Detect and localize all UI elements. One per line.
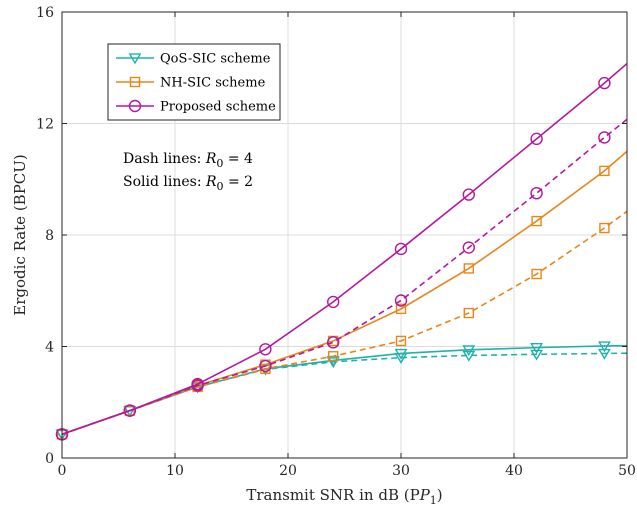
- proposed-scheme-solid-marker: [123, 404, 137, 417]
- x-axis-label-text: Transmit SNR in dB (P: [246, 486, 419, 504]
- x-tick-label: 30: [392, 463, 410, 479]
- x-tick-label: 0: [58, 463, 67, 479]
- x-axis-label-subscript: 1: [430, 494, 437, 506]
- annotation-line: Solid lines: R0 = 2: [123, 174, 253, 193]
- legend-swatch-marker: [128, 99, 142, 113]
- annotations: Dash lines: R0 = 4 Solid lines: R0 = 2: [123, 151, 253, 193]
- proposed-scheme-dash-marker: [462, 241, 475, 254]
- qos-sic-scheme-solid-marker: [530, 343, 544, 354]
- x-axis-label-close: ): [437, 486, 443, 504]
- legend-label: QoS-SIC scheme: [160, 52, 271, 67]
- nh-sic-scheme-dash-marker: [463, 307, 474, 319]
- proposed-scheme-solid-line: [61, 62, 628, 436]
- proposed-scheme-solid-marker: [394, 242, 408, 256]
- qos-sic-scheme-solid-marker: [597, 341, 611, 353]
- proposed-scheme-dash-marker: [259, 359, 272, 373]
- legend-label: Proposed scheme: [160, 100, 276, 115]
- nh-sic-scheme-dash-marker: [395, 335, 407, 347]
- nh-sic-scheme-solid-marker: [463, 263, 474, 274]
- x-tick-label: 20: [279, 463, 297, 479]
- nh-sic-scheme-dash-line: [61, 210, 628, 436]
- annotation-line: Dash lines: R0 = 4: [123, 151, 253, 170]
- qos-sic-scheme-solid-marker: [462, 345, 476, 357]
- legend-label: NH-SIC scheme: [160, 76, 266, 91]
- y-axis-label: Ergodic Rate (BPCU): [11, 154, 29, 316]
- proposed-scheme-dash-marker: [394, 294, 408, 307]
- qos-sic-scheme-dash-marker: [530, 349, 544, 361]
- proposed-scheme-dash-marker: [327, 336, 340, 349]
- proposed-scheme-solid-marker: [462, 188, 475, 201]
- proposed-scheme-solid-marker: [598, 76, 611, 90]
- proposed-scheme-dash-line: [61, 118, 628, 436]
- qos-sic-scheme-dash-line: [61, 352, 628, 436]
- proposed-scheme-solid-marker: [530, 132, 543, 146]
- qos-sic-scheme-dash-marker: [326, 357, 340, 369]
- x-axis-label: Transmit SNR in dB (PP1): [246, 486, 442, 506]
- proposed-scheme-dash-marker: [530, 186, 543, 200]
- nh-sic-scheme-solid-marker: [599, 165, 610, 177]
- qos-sic-scheme-solid-marker: [394, 348, 408, 360]
- x-tick-label: 10: [166, 463, 184, 479]
- y-tick-label: 0: [45, 451, 54, 467]
- legend-swatch-marker: [129, 76, 141, 88]
- y-tick-label: 4: [45, 340, 54, 356]
- nh-sic-scheme-dash-marker: [599, 222, 610, 234]
- nh-sic-scheme-solid-marker: [124, 405, 136, 416]
- proposed-scheme-dash-marker: [598, 131, 611, 144]
- axis-ticks: 0 10 20 30 40 50 0 4 8 12 16: [36, 5, 636, 479]
- y-tick-label: 12: [36, 117, 54, 133]
- x-tick-label: 40: [505, 463, 523, 479]
- y-tick-label: 16: [36, 5, 54, 21]
- x-tick-label: 50: [618, 463, 636, 479]
- legend-swatch-marker: [128, 53, 142, 65]
- proposed-scheme-solid-marker: [259, 343, 272, 356]
- plot-area: [55, 62, 628, 441]
- proposed-scheme-solid-marker: [191, 377, 204, 391]
- nh-sic-scheme-solid-marker: [395, 303, 407, 315]
- nh-sic-scheme-dash-marker: [531, 268, 542, 280]
- nh-sic-scheme-dash-marker: [328, 351, 339, 362]
- nh-sic-scheme-solid-marker: [531, 215, 542, 227]
- y-tick-label: 8: [45, 228, 54, 244]
- proposed-scheme-solid-marker: [327, 295, 340, 309]
- legend: QoS-SIC scheme NH-SIC scheme Proposed sche…: [107, 43, 281, 121]
- qos-sic-scheme-dash-marker: [462, 350, 476, 362]
